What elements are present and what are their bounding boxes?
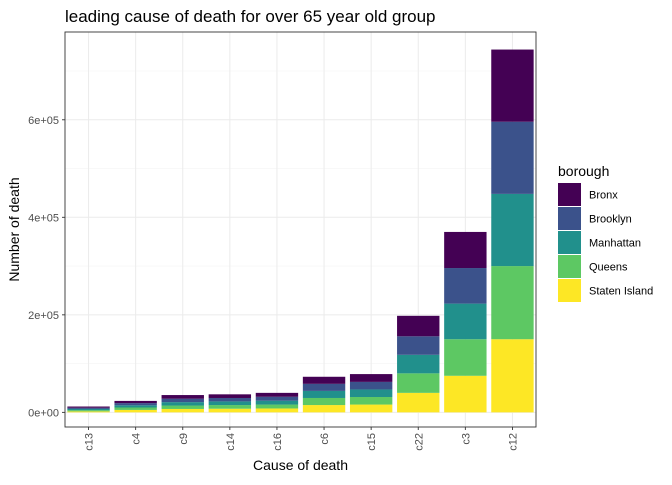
- bar-segment: [444, 268, 487, 304]
- legend-swatch: [558, 255, 581, 278]
- x-tick-label: c12: [507, 433, 519, 451]
- bar-segment: [397, 354, 440, 374]
- bars: [67, 49, 534, 413]
- bar-segment: [114, 405, 157, 408]
- bar-segment: [491, 49, 534, 122]
- y-tick-label: 4e+05: [28, 212, 59, 224]
- bar-segment: [67, 411, 110, 413]
- x-axis-title: Cause of death: [253, 457, 348, 473]
- bar-segment: [444, 303, 487, 340]
- bar-segment: [491, 266, 534, 340]
- legend-swatch: [558, 207, 581, 230]
- y-tick-label: 0e+00: [28, 407, 59, 419]
- bar-segment: [349, 381, 393, 390]
- legend-title: borough: [558, 163, 609, 179]
- bar-segment: [67, 408, 110, 411]
- bar-segment: [491, 339, 534, 413]
- bar-segment: [208, 394, 252, 398]
- legend-label: Manhattan: [589, 238, 641, 250]
- y-tick-label: 2e+05: [28, 310, 59, 322]
- bar-segment: [255, 404, 299, 409]
- bar-segment: [302, 390, 346, 398]
- bar-segment: [491, 121, 534, 194]
- x-tick-label: c6: [319, 433, 331, 445]
- bar-segment: [302, 397, 346, 406]
- bar-segment: [397, 336, 440, 355]
- legend-label: Brooklyn: [589, 214, 632, 226]
- legend-swatch: [558, 279, 581, 302]
- bar-segment: [349, 397, 393, 405]
- bar-segment: [67, 407, 110, 409]
- bar-segment: [444, 339, 487, 376]
- bar-segment: [491, 193, 534, 267]
- legend-label: Bronx: [589, 190, 618, 202]
- bar-segment: [208, 408, 252, 413]
- x-tick-label: c3: [460, 433, 472, 445]
- panel-border: [64, 31, 537, 428]
- x-tick-label: c22: [413, 433, 425, 451]
- bar-segment: [397, 315, 440, 337]
- bar-segment: [397, 392, 440, 413]
- bar-segment: [114, 407, 157, 410]
- legend-label: Queens: [589, 262, 628, 274]
- x-tick-label: c15: [366, 433, 378, 451]
- bar-segment: [302, 376, 346, 384]
- bar-segment: [349, 389, 393, 398]
- bar-segment: [255, 400, 299, 405]
- bar-segment: [67, 406, 110, 408]
- legend-label: Staten Island: [589, 286, 653, 298]
- bar-segment: [161, 398, 204, 403]
- bar-segment: [397, 373, 440, 393]
- bar-segment: [208, 405, 252, 409]
- bar-segment: [255, 408, 299, 413]
- bar-segment: [255, 392, 299, 397]
- bar-segment: [255, 396, 299, 401]
- bar-segment: [302, 405, 346, 413]
- x-tick-label: c4: [131, 433, 143, 445]
- bar-segment: [161, 408, 204, 413]
- bar-segment: [444, 231, 487, 269]
- bar-segment: [161, 405, 204, 409]
- bar-segment: [161, 395, 204, 399]
- bar-segment: [302, 383, 346, 391]
- y-axis: 0e+00 2e+05 4e+05 6e+05: [28, 115, 65, 419]
- x-tick-label: c9: [178, 433, 190, 445]
- y-axis-title: Number of death: [6, 177, 22, 281]
- bar-segment: [208, 401, 252, 406]
- bar-segment: [444, 375, 487, 413]
- x-tick-label: c14: [225, 433, 237, 451]
- bar-segment: [349, 404, 393, 413]
- bar-segment: [67, 410, 110, 412]
- x-axis: c13 c4 c9 c14 c16 c6 c15 c22 c3 c12: [84, 427, 519, 451]
- x-tick-label: c16: [272, 433, 284, 451]
- bar-segment: [208, 397, 252, 402]
- x-tick-label: c13: [84, 433, 96, 451]
- chart-title: leading cause of death for over 65 year …: [65, 7, 435, 26]
- legend-swatch: [558, 231, 581, 254]
- bar-segment: [161, 402, 204, 406]
- legend: borough Bronx Brooklyn Manhattan Queens Stat…: [558, 163, 653, 302]
- bar-segment: [114, 409, 157, 413]
- bar-segment: [114, 400, 157, 404]
- bar-segment: [349, 374, 393, 382]
- y-tick-label: 6e+05: [28, 115, 59, 127]
- legend-swatch: [558, 183, 581, 206]
- bar-segment: [114, 403, 157, 406]
